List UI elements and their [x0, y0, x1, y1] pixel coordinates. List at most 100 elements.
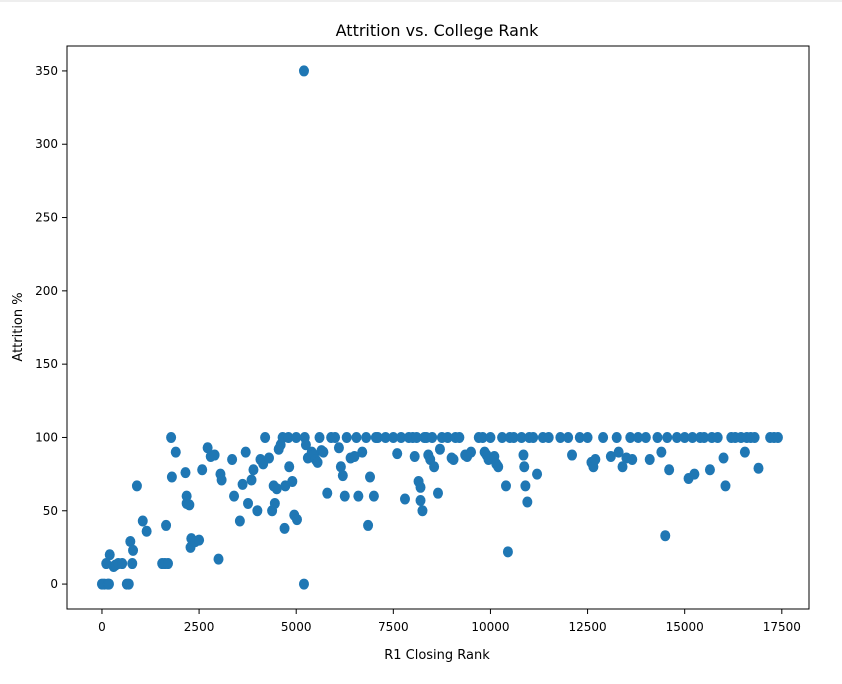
data-point: [209, 449, 220, 461]
x-tick-label: 2500: [184, 620, 215, 634]
top-divider: [0, 0, 842, 2]
data-point: [532, 468, 543, 480]
data-point: [466, 446, 477, 458]
data-point: [123, 578, 134, 590]
data-point: [590, 453, 601, 465]
data-point: [392, 448, 403, 460]
y-tick-label: 100: [35, 430, 58, 444]
data-point: [170, 446, 181, 458]
data-point: [363, 519, 374, 531]
data-point: [125, 536, 136, 548]
data-point: [181, 490, 192, 502]
data-point: [644, 453, 655, 465]
data-point: [712, 431, 723, 443]
data-point: [333, 442, 344, 454]
data-point: [128, 544, 139, 556]
data-point: [104, 549, 115, 561]
x-axis-label: R1 Closing Rank: [384, 648, 490, 663]
data-point: [372, 431, 383, 443]
data-point: [396, 431, 407, 443]
data-point: [519, 461, 530, 473]
data-point: [248, 464, 259, 476]
y-tick-label: 300: [35, 137, 58, 151]
data-point: [718, 452, 729, 464]
y-tick-label: 50: [43, 504, 58, 518]
plot-area-frame: [66, 45, 810, 610]
data-point: [339, 490, 350, 502]
data-point: [127, 558, 138, 570]
x-tick-label: 17500: [763, 620, 801, 634]
x-tick-label: 12500: [568, 620, 606, 634]
data-point: [567, 449, 578, 461]
data-point: [318, 446, 329, 458]
data-point: [237, 478, 248, 490]
data-point: [508, 431, 519, 443]
y-tick-label: 350: [35, 64, 58, 78]
data-point: [543, 431, 554, 443]
data-point: [442, 431, 453, 443]
data-point: [563, 431, 574, 443]
data-point: [605, 451, 616, 463]
data-points: [96, 65, 783, 590]
data-point: [131, 480, 142, 492]
data-point: [409, 451, 420, 463]
data-point: [500, 480, 511, 492]
data-point: [137, 515, 148, 527]
data-point: [284, 461, 295, 473]
data-point: [298, 578, 309, 590]
data-point: [243, 497, 254, 509]
x-tick-label: 5000: [281, 620, 312, 634]
data-point: [704, 464, 715, 476]
data-point: [679, 431, 690, 443]
data-point: [664, 464, 675, 476]
y-tick-label: 200: [35, 284, 58, 298]
data-point: [349, 451, 360, 463]
data-point: [322, 487, 333, 499]
data-point: [298, 65, 309, 77]
data-point: [264, 452, 275, 464]
data-point: [522, 496, 533, 508]
data-point: [184, 499, 195, 511]
data-point: [312, 456, 323, 468]
data-point: [660, 530, 671, 542]
data-point: [739, 446, 750, 458]
data-point: [753, 462, 764, 474]
data-point: [448, 453, 459, 465]
data-point: [252, 505, 263, 517]
data-point: [598, 431, 609, 443]
x-axis-ticks: 0 2500 5000 7500 10000 12500 15000 17500: [98, 609, 801, 634]
data-point: [434, 443, 445, 455]
chart-title: Attrition vs. College Rank: [336, 21, 539, 40]
data-point: [269, 497, 280, 509]
data-point: [103, 578, 114, 590]
data-point: [625, 431, 636, 443]
data-point: [361, 431, 372, 443]
data-point: [161, 519, 172, 531]
data-point: [213, 553, 224, 565]
x-tick-label: 7500: [378, 620, 409, 634]
data-point: [368, 490, 379, 502]
data-point: [640, 431, 651, 443]
data-point: [582, 431, 593, 443]
data-point: [229, 490, 240, 502]
data-point: [337, 470, 348, 482]
data-point: [520, 480, 531, 492]
data-point: [166, 431, 177, 443]
data-point: [357, 446, 368, 458]
data-point: [485, 431, 496, 443]
data-point: [197, 464, 208, 476]
data-point: [260, 431, 271, 443]
data-point: [528, 431, 539, 443]
data-point: [180, 467, 191, 479]
y-tick-label: 0: [50, 577, 58, 591]
data-point: [417, 505, 428, 517]
data-point: [291, 431, 302, 443]
data-point: [194, 534, 205, 546]
data-point: [502, 546, 513, 558]
data-point: [516, 431, 527, 443]
data-point: [271, 483, 282, 495]
data-point: [166, 471, 177, 483]
data-point: [772, 431, 783, 443]
data-point: [454, 431, 465, 443]
